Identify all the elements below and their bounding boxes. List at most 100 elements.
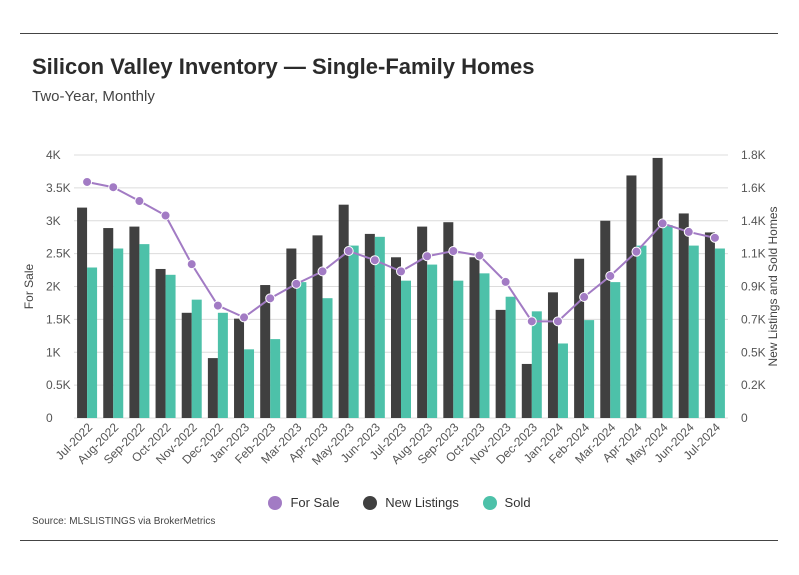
right-tick-label: 1.1K: [741, 247, 766, 261]
bar-sold: [139, 244, 150, 418]
bar-sold: [322, 298, 333, 418]
point-for-sale: [683, 226, 694, 237]
left-tick-label: 3.5K: [46, 181, 71, 195]
left-tick-label: 1K: [46, 345, 61, 359]
bar-sold: [427, 264, 438, 418]
bar-sold: [113, 248, 124, 418]
bar-new-listings: [417, 226, 428, 418]
right-tick-label: 0.9K: [741, 280, 766, 294]
bar-sold: [479, 273, 490, 418]
chart-subtitle: Two-Year, Monthly: [32, 88, 155, 105]
legend-swatch-new-listings: [363, 495, 378, 510]
legend-label-sold: Sold: [504, 495, 531, 510]
left-tick-label: 0.5K: [46, 378, 71, 392]
legend-item-sold[interactable]: Sold: [482, 495, 531, 510]
point-for-sale: [579, 292, 590, 303]
point-for-sale: [448, 245, 459, 256]
bar-new-listings: [678, 213, 689, 418]
point-for-sale: [474, 250, 485, 261]
bar-sold: [714, 248, 725, 418]
left-tick-label: 2.5K: [46, 247, 71, 261]
bar-new-listings: [469, 257, 480, 418]
right-tick-label: 1.8K: [741, 148, 766, 162]
bar-new-listings: [391, 257, 401, 418]
bar-sold: [165, 274, 176, 418]
point-for-sale: [369, 255, 380, 266]
bar-sold: [636, 245, 647, 418]
bar-sold: [453, 280, 464, 418]
bar-sold: [374, 236, 385, 418]
left-tick-label: 2K: [46, 280, 61, 294]
bar-new-listings: [547, 292, 558, 418]
point-for-sale: [239, 312, 250, 323]
legend-item-new-listings[interactable]: New Listings: [363, 495, 459, 510]
bar-new-listings: [626, 175, 637, 418]
point-for-sale: [526, 316, 537, 327]
bar-new-listings: [652, 157, 663, 418]
chart-title: Silicon Valley Inventory — Single-Family…: [32, 54, 535, 79]
right-tick-label: 0.5K: [741, 345, 766, 359]
legend-swatch-sold: [482, 495, 497, 510]
bar-new-listings: [181, 312, 192, 418]
bar-new-listings: [364, 233, 375, 418]
point-for-sale: [186, 259, 197, 270]
bar-sold: [610, 282, 621, 418]
bar-sold: [662, 225, 673, 418]
bar-new-listings: [260, 285, 271, 418]
bar-sold: [191, 299, 202, 418]
bar-sold: [688, 245, 699, 418]
bar-new-listings: [129, 226, 140, 418]
point-for-sale: [343, 245, 354, 256]
bar-new-listings: [77, 207, 88, 418]
point-for-sale: [317, 266, 328, 277]
bar-new-listings: [207, 358, 218, 418]
bar-sold: [217, 312, 228, 418]
bar-new-listings: [704, 232, 715, 418]
bar-sold: [401, 280, 411, 418]
bar-sold: [270, 339, 281, 418]
bar-new-listings: [155, 268, 166, 418]
legend: For Sale New Listings Sold: [0, 495, 799, 513]
bar-new-listings: [103, 228, 114, 418]
point-for-sale: [134, 196, 145, 207]
point-for-sale: [82, 176, 93, 187]
bar-sold: [296, 282, 307, 418]
source-note: Source: MLSLISTINGS via BrokerMetrics: [32, 516, 216, 527]
bar-sold: [87, 267, 98, 418]
right-tick-label: 0.7K: [741, 312, 766, 326]
right-tick-label: 0.2K: [741, 378, 766, 392]
bar-new-listings: [286, 248, 297, 418]
left-tick-label: 4K: [46, 148, 61, 162]
right-tick-label: 1.6K: [741, 181, 766, 195]
bar-sold: [348, 245, 359, 418]
point-for-sale: [396, 266, 406, 277]
point-for-sale: [291, 278, 302, 289]
bar-new-listings: [574, 258, 585, 418]
bar-sold: [505, 296, 516, 418]
bar-new-listings: [600, 220, 611, 418]
bar-sold: [244, 349, 255, 418]
point-for-sale: [265, 293, 276, 304]
point-for-sale: [500, 276, 511, 287]
legend-item-for-sale[interactable]: For Sale: [268, 495, 340, 510]
right-tick-label: 0: [741, 411, 748, 425]
bar-sold: [557, 343, 568, 418]
left-tick-label: 1.5K: [46, 312, 71, 326]
bar-new-listings: [234, 318, 245, 418]
right-tick-label: 1.4K: [741, 214, 766, 228]
legend-label-for-sale: For Sale: [290, 495, 340, 510]
legend-label-new-listings: New Listings: [385, 495, 459, 510]
top-rule: [20, 33, 778, 34]
point-for-sale: [605, 270, 616, 281]
point-for-sale: [422, 251, 433, 262]
point-for-sale: [709, 232, 720, 243]
point-for-sale: [160, 210, 171, 221]
legend-swatch-for-sale: [268, 495, 283, 510]
bar-new-listings: [338, 204, 349, 418]
point-for-sale: [212, 300, 223, 311]
bar-new-listings: [312, 235, 323, 418]
bar-new-listings: [495, 309, 506, 418]
bar-sold: [584, 320, 595, 418]
bar-sold: [531, 311, 542, 418]
